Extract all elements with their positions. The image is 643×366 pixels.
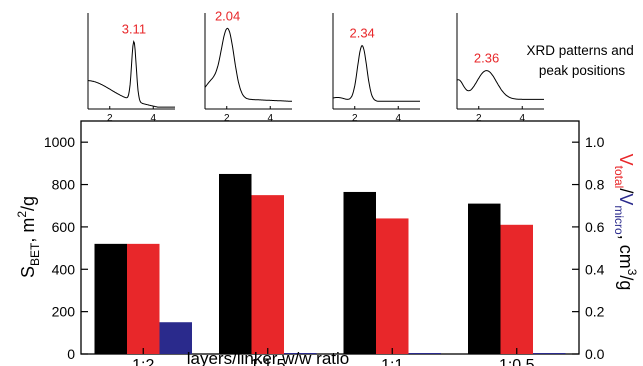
bar-vtotal [376,218,409,354]
xrd-pattern-line [204,27,292,102]
right-tick-label: 0.8 [585,177,605,193]
left-y-label-rest: , m [18,218,38,243]
bar-group [94,173,566,354]
bar-sbet [343,191,376,354]
xrd-legend-line-1: XRD patterns and [526,43,633,58]
bar-vmicro [533,353,566,354]
xrd-peak-label: 2.04 [215,8,240,23]
bar-vmicro [159,322,192,354]
xrd-pattern-line [456,70,544,100]
right-tick-label: 0.2 [585,304,605,320]
x-tick-label: 1:1.5 [250,357,286,366]
right-y-label-vtotal: V [616,154,636,166]
bar-vtotal [251,195,284,354]
xrd-tick-label: 2 [476,113,482,124]
xrd-insets: 2 4 3.11 2 4 2.04 2 4 2.34 2 4 2.36 [87,8,544,124]
right-y-label-tail: /g [616,275,636,290]
xrd-tick-label: 4 [395,113,401,124]
right-y-label-vtotal-sub: total [612,166,626,189]
right-y-label-rest: , cm [616,235,636,269]
left-tick-label: 800 [52,177,76,193]
bar-vtotal [500,224,533,354]
x-tick-label: 1:1 [381,357,403,366]
xrd-tick-label: 2 [224,113,230,124]
xrd-peak-label: 2.36 [474,51,499,66]
bar-vtotal [127,243,160,354]
xrd-pattern-line [332,44,420,102]
left-tick-label: 600 [52,219,76,235]
xrd-pattern-line [87,40,175,108]
left-y-label-sub: BET [28,242,42,266]
left-tick-label: 400 [52,261,76,277]
xrd-tick-label: 4 [267,113,273,124]
right-y-axis-label: Vtotal/Vmicro, cm3/g [612,154,639,291]
left-y-axis-label: SBET, m2/g [15,196,42,278]
xrd-legend-title: XRD patterns and peak positions [526,43,637,78]
bar-sbet [468,203,501,354]
left-y-label-tail: /g [18,196,38,211]
right-tick-label: 0.6 [585,219,605,235]
right-axis: 0.0 0.2 0.4 0.6 0.8 1.0 [572,134,605,362]
left-axis: 0 200 400 600 800 1000 [44,134,88,362]
xrd-peak-label: 3.11 [122,21,146,36]
xrd-tick-label: 2 [352,113,358,124]
right-y-label-sup: 3 [625,269,639,276]
right-y-label-vmicro: V [616,193,636,205]
left-tick-label: 200 [52,304,76,320]
bar-vmicro [408,353,441,354]
bar-sbet [94,243,127,354]
right-tick-label: 0.4 [585,261,605,277]
left-y-label-sup: 2 [15,211,29,218]
xrd-legend-line-2: peak positions [539,63,626,78]
left-y-label-main: S [18,266,38,278]
main-plot-frame [80,120,580,355]
right-y-label-vmicro-sub: micro [612,205,626,235]
xrd-tick-label: 2 [107,113,113,124]
xrd-peak-label: 2.34 [349,26,374,41]
bar-sbet [219,173,252,354]
x-tick-label: 1:2 [132,357,154,366]
bar-vmicro [284,353,317,354]
right-tick-label: 1.0 [585,134,605,150]
xrd-tick-label: 4 [519,113,525,124]
xrd-tick-label: 4 [150,113,156,124]
left-tick-label: 1000 [44,134,75,150]
x-axis-label: layers/linker w/w ratio [187,349,350,366]
left-tick-label: 0 [67,346,75,362]
x-axis: 1:2 1:1.5 1:1 1:0.5 [132,348,535,366]
right-tick-label: 0.0 [585,346,605,362]
right-y-label-slash: / [616,188,636,193]
x-tick-label: 1:0.5 [499,357,535,366]
